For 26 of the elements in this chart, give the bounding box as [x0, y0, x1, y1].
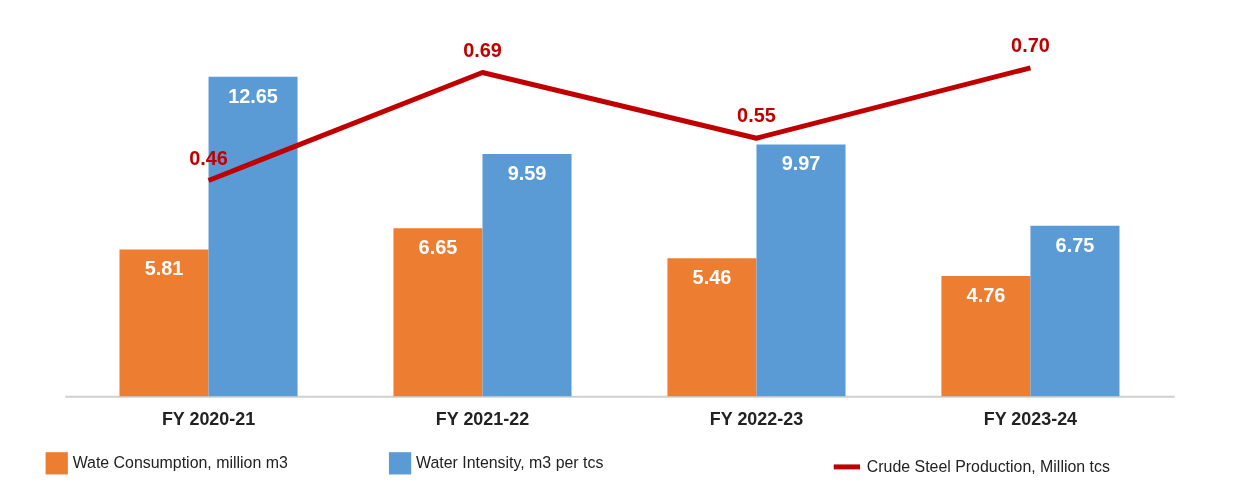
bar [393, 228, 483, 397]
data-label: 9.97 [781, 152, 821, 175]
data-label: 0.46 [189, 146, 228, 169]
legend-label: Crude Steel Production, Million tcs [866, 457, 1110, 475]
bar [941, 276, 1031, 397]
data-label: 0.69 [463, 38, 502, 61]
bar [119, 249, 209, 397]
legend-label: Wate Consumption, million m3 [72, 454, 288, 472]
x-tick-label: FY 2021-22 [435, 408, 530, 429]
x-tick-label: FY 2023-24 [983, 408, 1078, 429]
data-label: 12.65 [228, 84, 278, 107]
bar [756, 144, 846, 397]
bar [667, 258, 757, 397]
bar [482, 153, 572, 397]
x-tick-label: FY 2020-21 [161, 408, 256, 429]
data-label: 5.46 [692, 266, 732, 289]
data-label: 0.70 [1011, 33, 1050, 56]
bar [1030, 225, 1120, 397]
x-tick-label: FY 2022-23 [709, 408, 804, 429]
data-label: 6.75 [1055, 233, 1095, 256]
legend-label: Water Intensity, m3 per tcs [415, 454, 604, 472]
data-label: 0.55 [737, 104, 776, 127]
data-label: 4.76 [966, 283, 1006, 306]
data-label: 9.59 [507, 161, 547, 184]
data-label: 5.81 [144, 257, 184, 280]
data-label: 6.65 [418, 236, 458, 259]
